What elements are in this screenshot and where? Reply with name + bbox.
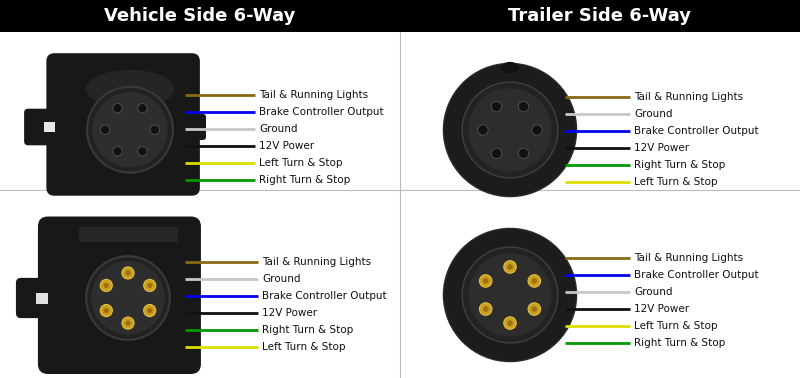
Circle shape — [479, 303, 492, 315]
Circle shape — [504, 317, 516, 329]
Circle shape — [507, 320, 513, 326]
Text: Tail & Running Lights: Tail & Running Lights — [262, 257, 371, 267]
Circle shape — [469, 88, 552, 172]
Circle shape — [87, 87, 173, 173]
Circle shape — [518, 101, 529, 112]
FancyBboxPatch shape — [38, 217, 201, 374]
Circle shape — [483, 278, 489, 284]
Text: Tail & Running Lights: Tail & Running Lights — [259, 90, 368, 100]
Text: Left Turn & Stop: Left Turn & Stop — [634, 321, 718, 331]
Circle shape — [531, 306, 537, 312]
Text: Right Turn & Stop: Right Turn & Stop — [262, 325, 354, 335]
Circle shape — [507, 264, 513, 270]
Bar — [78, 226, 178, 242]
Circle shape — [101, 125, 110, 135]
FancyBboxPatch shape — [16, 278, 59, 318]
Circle shape — [138, 147, 147, 156]
Circle shape — [443, 64, 577, 197]
Text: Vehicle Side 6-Way: Vehicle Side 6-Way — [104, 7, 296, 25]
Text: Ground: Ground — [634, 109, 673, 119]
Text: Brake Controller Output: Brake Controller Output — [634, 126, 758, 136]
Circle shape — [528, 303, 541, 315]
FancyBboxPatch shape — [46, 53, 200, 196]
Circle shape — [126, 321, 130, 326]
Text: Right Turn & Stop: Right Turn & Stop — [634, 338, 726, 348]
Text: Left Turn & Stop: Left Turn & Stop — [262, 342, 346, 352]
Text: Right Turn & Stop: Right Turn & Stop — [259, 175, 350, 185]
Circle shape — [144, 279, 156, 291]
Text: Tail & Running Lights: Tail & Running Lights — [634, 92, 743, 102]
Text: Left Turn & Stop: Left Turn & Stop — [259, 158, 342, 168]
Circle shape — [144, 305, 156, 317]
Circle shape — [532, 125, 542, 135]
Circle shape — [100, 279, 112, 291]
Circle shape — [122, 317, 134, 329]
Text: Ground: Ground — [259, 124, 298, 134]
Circle shape — [462, 82, 558, 178]
Text: 12V Power: 12V Power — [259, 141, 314, 151]
Circle shape — [122, 267, 134, 279]
Circle shape — [491, 148, 502, 159]
FancyBboxPatch shape — [24, 109, 62, 145]
Circle shape — [147, 308, 153, 313]
Circle shape — [103, 283, 109, 288]
Circle shape — [469, 253, 552, 336]
Circle shape — [479, 275, 492, 287]
Circle shape — [147, 283, 153, 288]
Circle shape — [483, 306, 489, 312]
Circle shape — [528, 275, 541, 287]
Circle shape — [92, 92, 168, 167]
Circle shape — [91, 261, 165, 335]
Text: Brake Controller Output: Brake Controller Output — [259, 107, 384, 117]
Circle shape — [504, 261, 516, 273]
Bar — [400, 0, 800, 32]
Bar — [44, 122, 54, 132]
Circle shape — [126, 270, 130, 276]
Text: Ground: Ground — [634, 287, 673, 297]
Circle shape — [462, 247, 558, 343]
Bar — [0, 0, 400, 32]
Ellipse shape — [501, 62, 519, 73]
Circle shape — [86, 256, 170, 340]
Text: 12V Power: 12V Power — [634, 143, 689, 153]
Circle shape — [113, 147, 122, 156]
Circle shape — [150, 125, 159, 135]
Circle shape — [100, 305, 112, 317]
Circle shape — [443, 228, 577, 362]
Text: Brake Controller Output: Brake Controller Output — [634, 270, 758, 280]
Text: 12V Power: 12V Power — [634, 304, 689, 314]
Text: Left Turn & Stop: Left Turn & Stop — [634, 177, 718, 187]
Text: Ground: Ground — [262, 274, 301, 284]
Text: Right Turn & Stop: Right Turn & Stop — [634, 160, 726, 170]
Text: Trailer Side 6-Way: Trailer Side 6-Way — [509, 7, 691, 25]
Bar — [36, 293, 49, 304]
Circle shape — [531, 278, 537, 284]
Circle shape — [518, 148, 529, 159]
Circle shape — [103, 308, 109, 313]
Text: 12V Power: 12V Power — [262, 308, 317, 318]
Ellipse shape — [86, 70, 174, 108]
Circle shape — [138, 104, 147, 113]
Text: Tail & Running Lights: Tail & Running Lights — [634, 253, 743, 263]
FancyBboxPatch shape — [185, 114, 206, 140]
Circle shape — [478, 125, 488, 135]
Circle shape — [491, 101, 502, 112]
Circle shape — [113, 104, 122, 113]
Text: Brake Controller Output: Brake Controller Output — [262, 291, 386, 301]
